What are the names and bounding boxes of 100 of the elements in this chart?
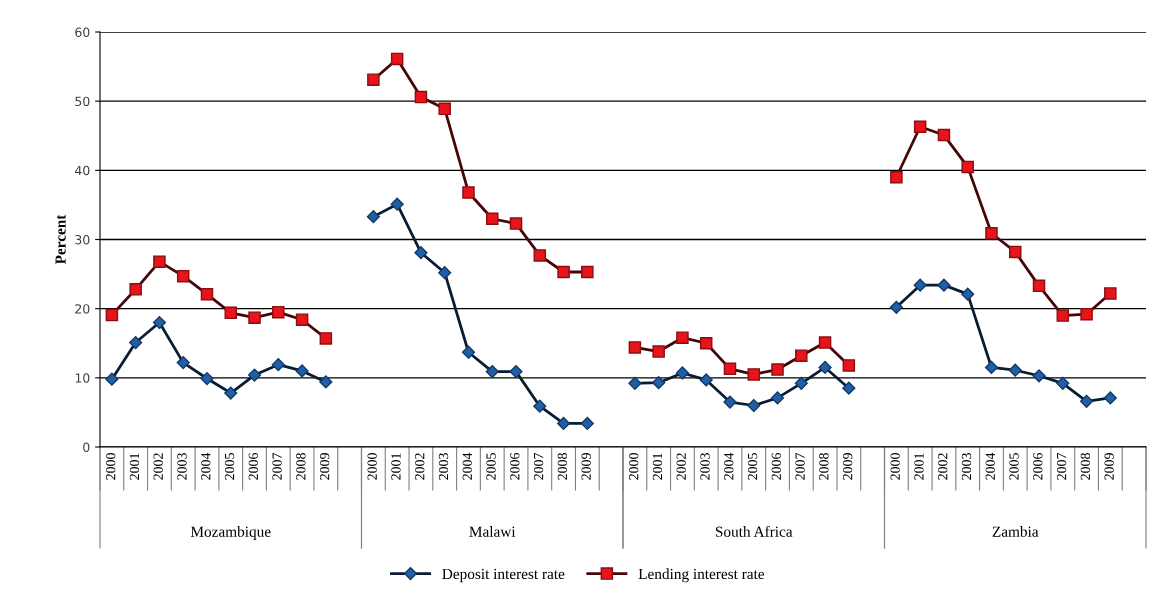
point: [1104, 287, 1117, 300]
x-tick-label: 2003: [177, 453, 187, 480]
legend-label: Lending interest rate: [638, 568, 765, 583]
y-tick-label: 40: [74, 165, 90, 176]
x-tick-label: 2000: [628, 453, 639, 480]
x-tick-label: 2001: [391, 453, 401, 480]
point: [1080, 307, 1093, 321]
x-tick-label: 2006: [1033, 452, 1043, 480]
point: [676, 331, 689, 344]
text: Mozambique: [190, 526, 271, 540]
x-tick-label: 2009: [1104, 453, 1114, 480]
x-tick-label: 2002: [938, 453, 948, 480]
x-tick-label: 2007: [272, 452, 282, 480]
point: [1079, 394, 1094, 408]
point: [723, 395, 737, 409]
x-tick-label: 2001: [914, 453, 924, 480]
point: [795, 349, 808, 362]
point: [367, 73, 380, 86]
y-tick-label: 50: [75, 96, 90, 107]
point: [509, 365, 523, 379]
x-tick-label: 2006: [771, 452, 781, 480]
point: [937, 278, 951, 292]
x-tick-label: 2004: [985, 452, 995, 480]
point: [414, 246, 428, 260]
point: [842, 359, 856, 372]
x-tick-label: 2009: [319, 453, 330, 480]
point: [129, 335, 143, 350]
point: [913, 120, 927, 134]
x-tick-label: 2005: [224, 453, 235, 480]
point: [485, 365, 499, 379]
point: [889, 300, 903, 314]
point: [699, 373, 713, 387]
point: [652, 345, 665, 358]
point: [1056, 376, 1070, 390]
x-tick-label: 2002: [415, 453, 425, 480]
y-tick-label: 0: [83, 442, 90, 452]
x-tick-label: 2008: [819, 453, 829, 480]
x-tick-label: 2003: [700, 453, 710, 480]
point: [937, 128, 951, 142]
point: [771, 363, 784, 376]
point: [533, 249, 547, 262]
point: [723, 362, 737, 376]
point: [105, 372, 119, 386]
point: [390, 52, 404, 66]
point: [581, 265, 594, 279]
point: [675, 366, 690, 380]
x-tick-label: 2005: [1009, 453, 1019, 480]
point: [556, 416, 571, 431]
point: [1032, 369, 1046, 383]
y-tick-label: 10: [75, 373, 90, 383]
point: [628, 376, 642, 390]
x-tick-label: 2002: [153, 453, 163, 480]
x-tick-label: 2007: [533, 452, 544, 480]
point: [557, 265, 570, 279]
point: [1008, 363, 1022, 377]
point: [462, 186, 475, 199]
x-tick-label: 2005: [747, 453, 758, 480]
point: [438, 266, 452, 280]
point: [628, 341, 642, 354]
point: [461, 345, 476, 359]
point: [961, 160, 974, 174]
x-tick-label: 2005: [486, 453, 496, 480]
x-tick-label: 2000: [890, 453, 900, 480]
point: [485, 212, 499, 226]
point: [961, 287, 975, 301]
point: [913, 278, 927, 292]
x-tick-label: 2000: [105, 453, 116, 480]
y-tick-label: 60: [75, 27, 90, 37]
x-tick-label: 2004: [724, 452, 734, 480]
x-tick-label: 2008: [1080, 453, 1091, 480]
point: [248, 311, 261, 324]
point: [794, 376, 808, 390]
x-tick-label: 2001: [129, 453, 140, 480]
point: [818, 336, 832, 349]
point: [652, 376, 666, 390]
point: [319, 332, 333, 345]
point: [533, 399, 547, 413]
point: [699, 336, 713, 350]
y-tick-label: 20: [75, 304, 90, 314]
point: [414, 90, 428, 104]
text: South Africa: [715, 525, 793, 537]
point: [153, 255, 166, 268]
point: [271, 358, 285, 372]
point: [224, 306, 238, 320]
text: Malawi: [469, 526, 516, 537]
point: [1056, 309, 1070, 322]
legend-label: Deposit interest rate: [442, 568, 565, 583]
point: [247, 368, 262, 382]
point: [176, 356, 190, 370]
point: [842, 381, 856, 395]
point: [1103, 391, 1117, 405]
point: [985, 227, 998, 240]
point: [272, 305, 285, 319]
point: [105, 308, 119, 322]
x-tick-label: 2001: [652, 453, 663, 480]
x-tick-label: 2009: [842, 453, 853, 480]
text: Zambia: [992, 526, 1039, 537]
point: [438, 102, 451, 116]
point: [890, 170, 903, 184]
x-tick-label: 2009: [581, 453, 591, 480]
